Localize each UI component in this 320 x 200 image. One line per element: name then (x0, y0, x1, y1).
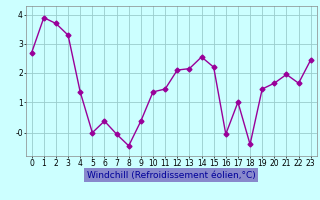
X-axis label: Windchill (Refroidissement éolien,°C): Windchill (Refroidissement éolien,°C) (87, 171, 256, 180)
